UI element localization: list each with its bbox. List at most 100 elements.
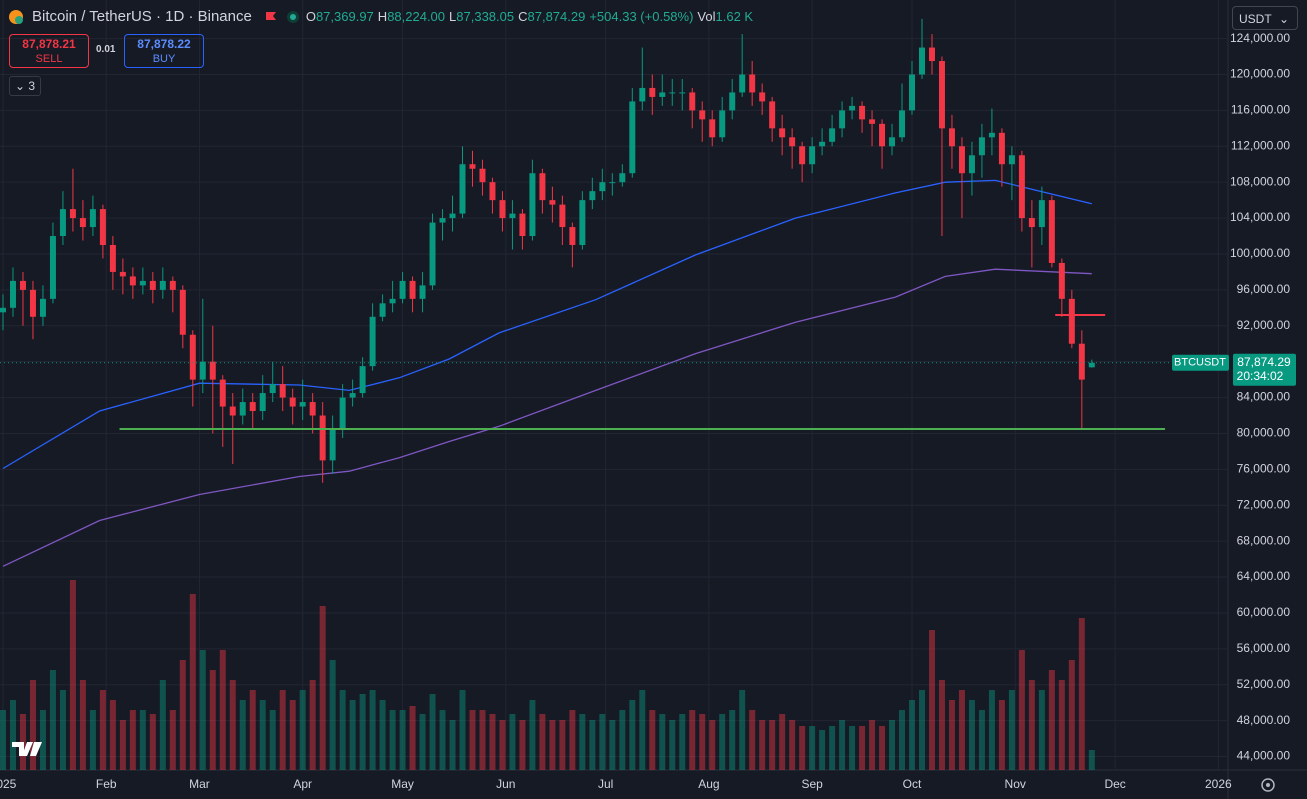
- indicators-toggle[interactable]: ⌄ 3: [9, 76, 41, 96]
- buy-button[interactable]: 87,878.22 BUY: [124, 34, 204, 68]
- volume-bar: [1008, 690, 1015, 770]
- ohlc-value: 87,338.05: [456, 9, 515, 24]
- candle-body: [1088, 362, 1095, 368]
- candle-body: [869, 119, 876, 124]
- flag-icon[interactable]: [262, 9, 280, 25]
- candle-body: [719, 110, 726, 138]
- volume-bar: [349, 700, 356, 770]
- volume-value: 1.62 K: [715, 9, 754, 24]
- volume-bar: [0, 710, 6, 770]
- volume-bar: [1048, 670, 1055, 770]
- candle-body: [699, 110, 706, 120]
- y-tick-label: 80,000.00: [1237, 426, 1291, 440]
- y-tick-label: 68,000.00: [1237, 533, 1291, 547]
- currency-select[interactable]: USDT ⌄: [1232, 6, 1298, 30]
- candle-body: [239, 402, 246, 416]
- x-tick-label: Jul: [598, 777, 613, 791]
- y-tick-label: 72,000.00: [1237, 497, 1291, 511]
- volume-bar: [509, 714, 516, 770]
- volume-bar: [79, 680, 86, 770]
- volume-bar: [819, 730, 826, 770]
- volume-bar: [49, 670, 56, 770]
- volume-bar: [369, 690, 376, 770]
- y-tick-label: 52,000.00: [1237, 677, 1291, 691]
- x-tick-label: May: [391, 777, 414, 791]
- volume-bar: [988, 690, 995, 770]
- volume-bar: [669, 720, 676, 770]
- candle-body: [99, 209, 106, 245]
- volume-bar: [449, 720, 456, 770]
- volume-bar: [839, 720, 846, 770]
- symbol-badge: [1172, 354, 1229, 371]
- candle-body: [879, 123, 886, 147]
- sell-price: 87,878.21: [22, 37, 76, 51]
- volume-bar: [899, 710, 906, 770]
- candle-body: [219, 379, 226, 407]
- x-tick-label: Nov: [1005, 777, 1026, 791]
- candle-body: [259, 393, 266, 412]
- volume-bar: [39, 710, 46, 770]
- volume-bar: [629, 700, 636, 770]
- candle-body: [789, 137, 796, 147]
- countdown-label: 20:34:02: [1237, 369, 1284, 383]
- candle-body: [589, 191, 596, 201]
- candle-body: [379, 303, 386, 317]
- candle-body: [419, 285, 426, 299]
- volume-bar: [299, 690, 306, 770]
- candle-body: [859, 105, 866, 120]
- volume-bar: [149, 714, 156, 770]
- x-tick-label: 2026: [1205, 777, 1232, 791]
- candle-body: [938, 61, 945, 129]
- candle-body: [639, 87, 646, 102]
- candle-body: [1068, 298, 1075, 344]
- candle-body: [829, 128, 836, 142]
- candle-body: [449, 213, 456, 219]
- volume-bar: [599, 714, 606, 770]
- volume-bar: [829, 726, 836, 770]
- y-tick-label: 60,000.00: [1237, 605, 1291, 619]
- change-value: +504.33 (+0.58%): [589, 9, 694, 24]
- candle-body: [409, 280, 416, 299]
- sell-button[interactable]: 87,878.21 SELL: [9, 34, 89, 68]
- x-tick-label: Sep: [801, 777, 823, 791]
- y-tick-label: 44,000.00: [1237, 749, 1291, 763]
- volume-bar: [869, 720, 876, 770]
- volume-bar: [879, 726, 886, 770]
- volume-bar: [199, 650, 206, 770]
- volume-bar: [219, 650, 226, 770]
- volume-bar: [799, 726, 806, 770]
- volume-bar: [409, 706, 416, 770]
- volume-bar: [519, 720, 526, 770]
- candle-body: [749, 74, 756, 93]
- candle-body: [249, 402, 256, 412]
- candle-body: [569, 227, 576, 245]
- candle-body: [998, 132, 1005, 165]
- candle-body: [489, 182, 496, 201]
- candle-body: [819, 141, 826, 147]
- candle-body: [389, 298, 396, 304]
- indicator-count: 3: [28, 79, 36, 93]
- y-tick-label: 76,000.00: [1237, 462, 1291, 476]
- volume-bar: [719, 714, 726, 770]
- volume-bar: [849, 726, 856, 770]
- candle-body: [269, 384, 276, 394]
- volume-bar: [699, 714, 706, 770]
- volume-bar: [229, 680, 236, 770]
- volume-bar: [679, 714, 686, 770]
- y-tick-label: 48,000.00: [1237, 713, 1291, 727]
- status-icon[interactable]: [284, 9, 302, 25]
- candle-body: [679, 92, 686, 94]
- symbol-title[interactable]: Bitcoin / TetherUS · 1D · Binance: [32, 8, 252, 25]
- candle-body: [649, 87, 656, 97]
- candle-body: [399, 280, 406, 299]
- settings-button[interactable]: [1261, 778, 1275, 792]
- volume-bar: [119, 720, 126, 770]
- ohlc-value: 87,369.97: [315, 9, 374, 24]
- volume-bar: [579, 714, 586, 770]
- candle-body: [709, 119, 716, 138]
- volume-bar: [289, 700, 296, 770]
- volume-bar: [359, 694, 366, 770]
- candle-body: [729, 92, 736, 111]
